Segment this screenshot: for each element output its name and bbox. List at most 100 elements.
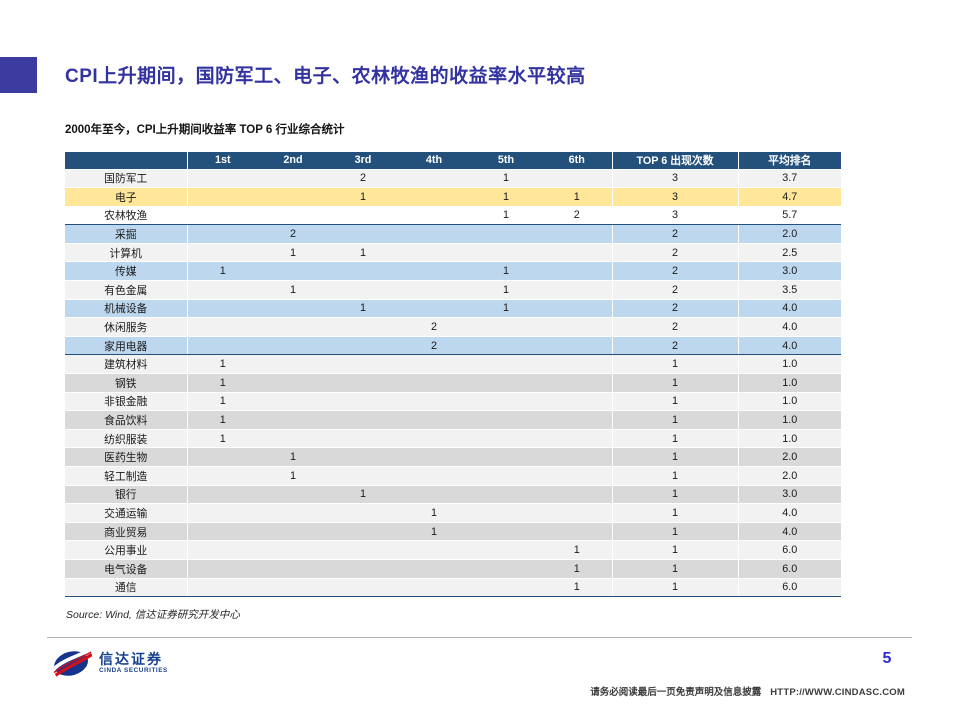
table-cell: [470, 559, 542, 579]
table-cell: [398, 559, 470, 579]
disclaimer-text: 请务必阅读最后一页免责声明及信息披露: [590, 687, 762, 698]
table-row: 休闲服务 2 2 4.0: [65, 317, 841, 337]
row-label: 家用电器: [65, 336, 187, 356]
website-url[interactable]: HTTP://WWW.CINDASC.COM: [770, 687, 905, 698]
table-cell: [470, 317, 542, 337]
table-cell: [542, 317, 612, 337]
row-label: 有色金属: [65, 280, 187, 300]
row-label: 通信: [65, 578, 187, 598]
table-cell: 2.0: [737, 466, 841, 486]
column-header: 3rd: [328, 152, 398, 170]
table-cell: [258, 373, 328, 393]
table-cell: 2: [611, 280, 738, 300]
cinda-logo: 信达证券 CINDA SECURITIES: [52, 649, 168, 678]
table-cell: [328, 280, 398, 300]
table-cell: [258, 559, 328, 579]
table-row: 有色金属 1 1 2 3.5: [65, 280, 841, 300]
table-cell: 1: [611, 540, 738, 560]
table-cell: 4.0: [737, 522, 841, 542]
table-cell: [258, 299, 328, 319]
table-cell: [186, 559, 258, 579]
table-cell: [328, 317, 398, 337]
table-cell: 2: [611, 336, 738, 356]
table-cell: [328, 522, 398, 542]
table-cell: [470, 373, 542, 393]
table-cell: 1: [328, 485, 398, 505]
table-row: 通信 1 1 6.0: [65, 578, 841, 598]
table-cell: [542, 373, 612, 393]
row-label: 非银金融: [65, 392, 187, 412]
table-cell: [398, 466, 470, 486]
table-cell: [542, 392, 612, 412]
column-header: 5th: [470, 152, 542, 170]
table-cell: [542, 280, 612, 300]
industry-stats-table: 1st 2nd 3rd 4th 5th 6th TOP 6 出现次数 平均排名 国防军工 2 1 3…: [65, 152, 841, 598]
row-label: 医药生物: [65, 447, 187, 467]
table-cell: 1: [258, 447, 328, 467]
table-cell: 2: [542, 206, 612, 226]
table-cell: [398, 354, 470, 375]
table-cell: 1: [611, 392, 738, 412]
row-label: 农林牧渔: [65, 206, 187, 226]
row-label: 钢铁: [65, 373, 187, 393]
table-cell: 1: [470, 299, 542, 319]
table-cell: [542, 410, 612, 430]
table-cell: [258, 261, 328, 282]
table-cell: [258, 410, 328, 430]
table-cell: [398, 578, 470, 598]
table-cell: 4.0: [737, 299, 841, 319]
table-cell: 1: [186, 410, 258, 430]
table-cell: [542, 447, 612, 467]
logo-text-en: CINDA SECURITIES: [99, 667, 168, 675]
table-cell: 2: [611, 299, 738, 319]
table-cell: [328, 540, 398, 560]
table-cell: 1.0: [737, 392, 841, 412]
table-cell: [258, 578, 328, 598]
table-cell: 1: [258, 466, 328, 486]
table-cell: 3: [611, 169, 738, 189]
table-cell: [398, 410, 470, 430]
row-label: 计算机: [65, 243, 187, 263]
row-label: 公用事业: [65, 540, 187, 560]
table-cell: [186, 317, 258, 337]
table-cell: 1: [542, 578, 612, 598]
table-cell: [186, 187, 258, 207]
page-title: CPI上升期间，国防军工、电子、农林牧渔的收益率水平较高: [65, 66, 586, 87]
table-cell: 2.0: [737, 447, 841, 467]
table-cell: [258, 336, 328, 356]
table-cell: [186, 224, 258, 244]
table-cell: [258, 187, 328, 207]
table-cell: [328, 373, 398, 393]
table-row: 机械设备 1 1 2 4.0: [65, 299, 841, 319]
table-row: 农林牧渔 1 2 3 5.7: [65, 206, 841, 226]
table-cell: 1: [470, 261, 542, 282]
row-label: 建筑材料: [65, 354, 187, 375]
table-row: 家用电器 2 2 4.0: [65, 336, 841, 356]
table-row: 计算机 1 1 2 2.5: [65, 243, 841, 263]
table-cell: 6.0: [737, 540, 841, 560]
column-header: TOP 6 出现次数: [611, 152, 738, 170]
row-label: 银行: [65, 485, 187, 505]
table-cell: 3.5: [737, 280, 841, 300]
table-cell: [398, 447, 470, 467]
table-cell: 1.0: [737, 429, 841, 449]
table-cell: 1: [328, 299, 398, 319]
table-row: 传媒 1 1 2 3.0: [65, 261, 841, 282]
table-cell: 4.0: [737, 503, 841, 523]
table-cell: [258, 206, 328, 226]
table-cell: [542, 354, 612, 375]
table-cell: [186, 466, 258, 486]
table-cell: [398, 243, 470, 263]
table-row: 交通运输 1 1 4.0: [65, 503, 841, 523]
table-cell: 2: [398, 336, 470, 356]
table-cell: [470, 466, 542, 486]
table-cell: 1: [470, 280, 542, 300]
table-cell: 2.5: [737, 243, 841, 263]
table-cell: [186, 447, 258, 467]
table-cell: 3.0: [737, 485, 841, 505]
table-body: 国防军工 2 1 3 3.7 电子 1 1 1 3 4.7 农林牧渔 1 2 3 5.7 采掘 2 2 2.0 计算机 1…: [65, 169, 841, 598]
table-cell: [186, 206, 258, 226]
table-row: 医药生物 1 1 2.0: [65, 447, 841, 467]
table-cell: 2: [328, 169, 398, 189]
table-cell: [398, 429, 470, 449]
